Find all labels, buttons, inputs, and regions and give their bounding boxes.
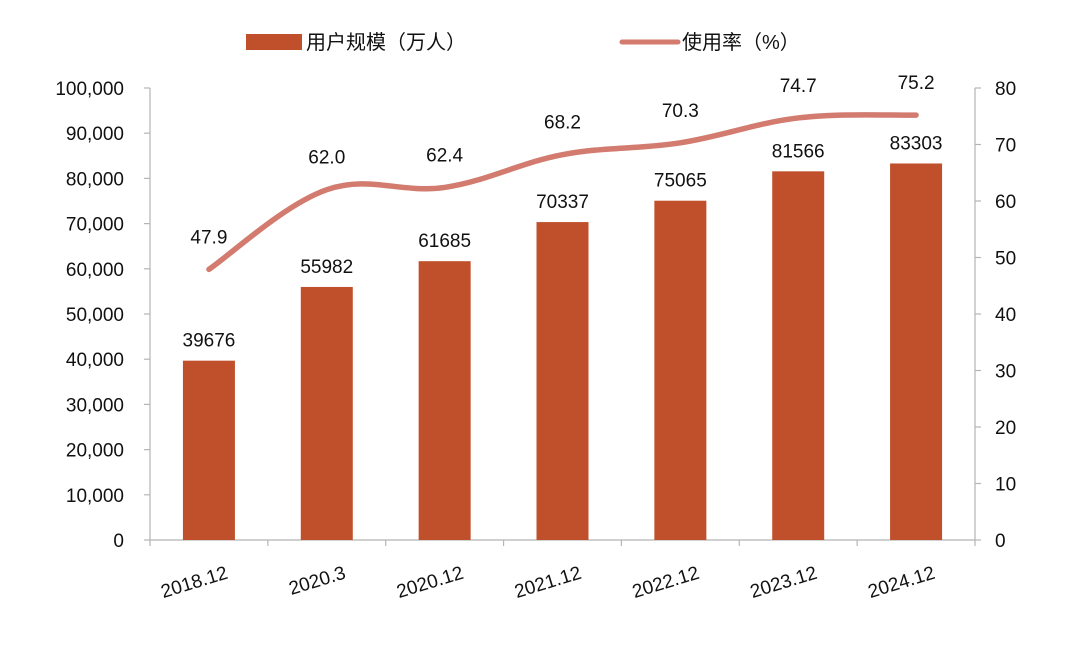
line-value-label: 47.9 <box>190 227 227 248</box>
legend-line-label: 使用率（%） <box>682 31 800 54</box>
left-tick-label: 80,000 <box>66 169 124 190</box>
left-tick-label: 70,000 <box>66 215 124 236</box>
usage-line <box>206 112 919 273</box>
x-tick-label: 2018.12 <box>159 563 231 603</box>
bar <box>654 200 707 540</box>
x-tick-label: 2024.12 <box>866 563 938 603</box>
bar <box>182 360 235 540</box>
bar-value-label: 39676 <box>183 331 236 352</box>
left-tick-label: 60,000 <box>66 260 124 281</box>
line-value-label: 75.2 <box>898 73 935 94</box>
bar <box>772 171 825 540</box>
left-tick-label: 10,000 <box>66 486 124 507</box>
legend-bar-swatch <box>246 34 302 50</box>
left-tick-label: 90,000 <box>66 124 124 145</box>
line-value-label: 68.2 <box>544 113 581 134</box>
left-tick-label: 30,000 <box>66 395 124 416</box>
bars <box>182 163 943 540</box>
bar <box>536 222 589 540</box>
bar-value-label: 55982 <box>300 257 353 278</box>
right-tick-label: 60 <box>995 192 1016 213</box>
bar <box>418 261 471 540</box>
left-tick-label: 0 <box>113 531 124 552</box>
left-tick-label: 40,000 <box>66 350 124 371</box>
right-tick-label: 30 <box>995 362 1016 383</box>
legend-bar-label: 用户规模（万人） <box>306 31 466 54</box>
right-tick-label: 20 <box>995 418 1016 439</box>
left-tick-label: 50,000 <box>66 305 124 326</box>
left-tick-label: 20,000 <box>66 441 124 462</box>
bar-value-label: 81566 <box>772 141 825 162</box>
right-tick-label: 40 <box>995 305 1016 326</box>
bar <box>890 163 943 540</box>
line-value-label: 70.3 <box>662 101 699 122</box>
x-tick-label: 2023.12 <box>748 563 820 603</box>
usage-rate-line <box>206 112 919 273</box>
line-value-label: 74.7 <box>780 76 817 97</box>
right-tick-label: 70 <box>995 136 1016 157</box>
x-tick-label: 2021.12 <box>512 563 584 603</box>
line-value-label: 62.0 <box>308 148 345 169</box>
bar-value-label: 70337 <box>536 192 589 213</box>
x-tick-label: 2022.12 <box>630 563 702 603</box>
x-tick-label: 2020.12 <box>394 563 466 603</box>
right-tick-label: 10 <box>995 475 1016 496</box>
right-tick-label: 0 <box>995 531 1006 552</box>
x-tick-label: 2020.3 <box>287 563 349 600</box>
line-value-label: 62.4 <box>426 145 463 166</box>
right-tick-label: 80 <box>995 79 1016 100</box>
bar <box>300 286 353 540</box>
bar-value-label: 75065 <box>654 171 707 192</box>
bar-value-label: 83303 <box>890 133 943 154</box>
right-tick-label: 50 <box>995 249 1016 270</box>
data-labels: 39676 55982 61685 70337 75065 81566 83303 47.9 6… <box>183 73 943 352</box>
legend: 用户规模（万人） 使用率（%） <box>246 31 800 54</box>
left-tick-label: 100,000 <box>55 79 124 100</box>
bar-value-label: 61685 <box>418 231 471 252</box>
